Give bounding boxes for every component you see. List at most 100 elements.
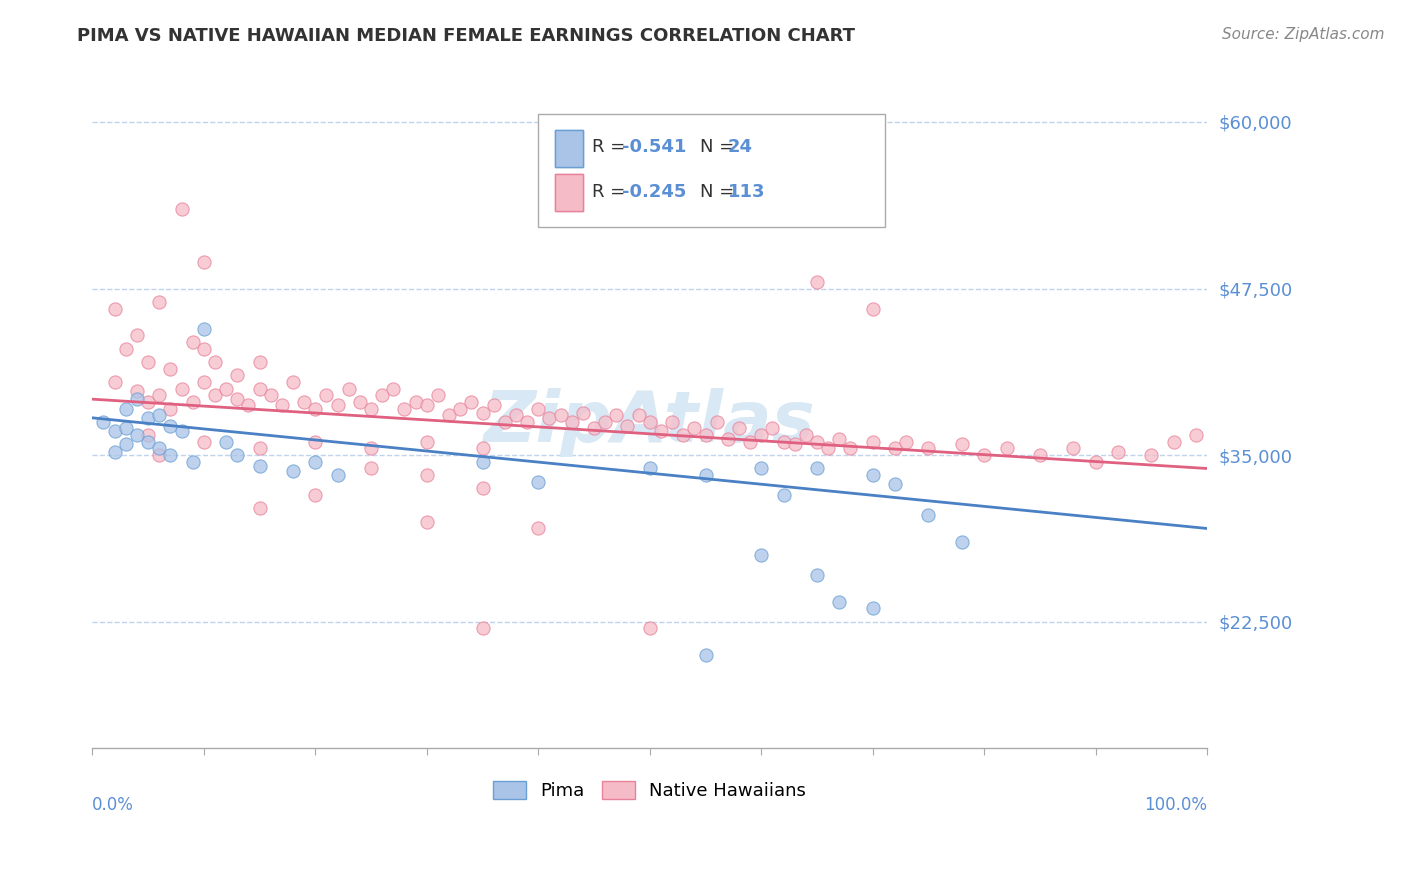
Point [471, 405, 494, 419]
Point [181, 455, 204, 469]
Point [672, 428, 695, 442]
Point [304, 401, 326, 416]
Point [337, 382, 360, 396]
Point [1140, 448, 1163, 462]
Point [181, 394, 204, 409]
Point [416, 515, 439, 529]
Point [426, 388, 449, 402]
Point [593, 415, 616, 429]
Point [950, 534, 973, 549]
Point [862, 434, 884, 449]
Point [806, 568, 828, 582]
Point [281, 375, 304, 389]
Point [806, 275, 828, 289]
Point [995, 442, 1018, 456]
Point [114, 437, 136, 451]
Point [494, 415, 516, 429]
Text: -0.541: -0.541 [621, 138, 686, 156]
Point [1185, 428, 1208, 442]
Point [416, 397, 439, 411]
Point [104, 445, 127, 459]
Point [862, 301, 884, 316]
Point [360, 401, 382, 416]
Point [226, 368, 249, 383]
Point [226, 448, 249, 462]
Point [193, 375, 215, 389]
Point [125, 384, 148, 399]
Point [148, 408, 170, 422]
Point [181, 334, 204, 349]
Point [204, 355, 226, 369]
Point [772, 434, 794, 449]
Point [249, 382, 271, 396]
Point [772, 488, 794, 502]
Point [193, 434, 215, 449]
Point [93, 415, 115, 429]
Point [304, 488, 326, 502]
Point [460, 394, 482, 409]
Point [728, 421, 751, 435]
Legend: Pima, Native Hawaiians: Pima, Native Hawaiians [486, 773, 814, 807]
Point [114, 342, 136, 356]
Point [326, 468, 349, 483]
Point [136, 355, 159, 369]
Text: 24: 24 [728, 138, 752, 156]
Text: R =: R = [592, 183, 631, 202]
Text: PIMA VS NATIVE HAWAIIAN MEDIAN FEMALE EARNINGS CORRELATION CHART: PIMA VS NATIVE HAWAIIAN MEDIAN FEMALE EA… [77, 27, 855, 45]
Point [695, 648, 717, 662]
Point [249, 458, 271, 473]
Point [884, 442, 907, 456]
Point [695, 468, 717, 483]
Point [516, 415, 538, 429]
Point [204, 388, 226, 402]
Point [627, 408, 650, 422]
Point [159, 448, 181, 462]
Point [114, 401, 136, 416]
Point [471, 482, 494, 496]
Point [582, 421, 605, 435]
Point [215, 434, 238, 449]
Text: N =: N = [700, 183, 740, 202]
Point [394, 401, 416, 416]
Text: ZipAtlas: ZipAtlas [484, 388, 815, 457]
Point [371, 388, 394, 402]
Point [482, 397, 505, 411]
Point [1062, 442, 1084, 456]
Text: N =: N = [700, 138, 740, 156]
Point [862, 601, 884, 615]
Point [148, 294, 170, 309]
Point [270, 397, 292, 411]
FancyBboxPatch shape [538, 114, 884, 227]
Point [405, 394, 427, 409]
Point [862, 468, 884, 483]
Point [973, 448, 995, 462]
Point [650, 424, 672, 438]
Point [740, 434, 762, 449]
Point [159, 418, 181, 433]
Point [1163, 434, 1185, 449]
Point [749, 461, 772, 475]
Point [315, 388, 337, 402]
Point [148, 448, 170, 462]
Point [360, 461, 382, 475]
Point [917, 508, 939, 523]
Point [1029, 448, 1052, 462]
Point [471, 622, 494, 636]
Point [281, 464, 304, 478]
Point [249, 355, 271, 369]
Point [527, 521, 550, 535]
Point [917, 442, 939, 456]
Point [159, 401, 181, 416]
Point [817, 442, 839, 456]
Point [1107, 445, 1129, 459]
Point [605, 408, 627, 422]
Point [304, 455, 326, 469]
Point [616, 418, 638, 433]
Point [449, 401, 471, 416]
Point [170, 382, 193, 396]
Point [471, 442, 494, 456]
Point [538, 410, 561, 425]
Point [706, 415, 728, 429]
Point [114, 421, 136, 435]
Point [104, 424, 127, 438]
